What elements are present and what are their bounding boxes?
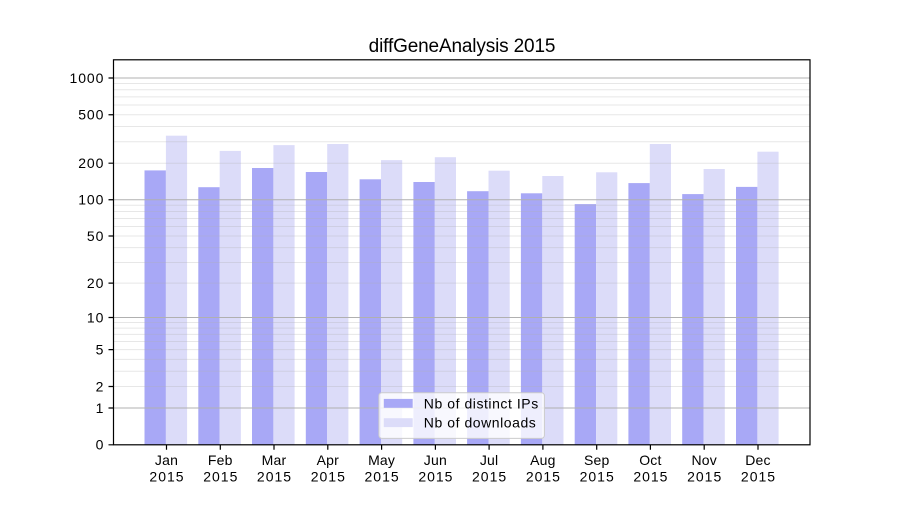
svg-text:Aug: Aug (530, 452, 556, 468)
svg-text:May: May (368, 452, 395, 468)
svg-text:Nb of downloads: Nb of downloads (424, 415, 537, 431)
svg-text:2015: 2015 (311, 468, 346, 484)
svg-text:Jul: Jul (480, 452, 499, 468)
svg-text:20: 20 (87, 275, 104, 291)
svg-text:2015: 2015 (633, 468, 668, 484)
svg-text:50: 50 (87, 228, 104, 244)
svg-text:5: 5 (96, 342, 105, 358)
svg-text:2015: 2015 (257, 468, 292, 484)
svg-text:100: 100 (78, 192, 104, 208)
svg-text:2: 2 (96, 378, 105, 394)
svg-text:2015: 2015 (203, 468, 238, 484)
svg-text:10: 10 (87, 309, 104, 325)
svg-text:2015: 2015 (580, 468, 615, 484)
svg-text:2015: 2015 (149, 468, 184, 484)
svg-text:2015: 2015 (365, 468, 400, 484)
svg-text:Jan: Jan (155, 452, 178, 468)
svg-text:500: 500 (78, 107, 104, 123)
svg-text:Sep: Sep (584, 452, 610, 468)
svg-text:2015: 2015 (741, 468, 776, 484)
svg-text:1000: 1000 (70, 70, 105, 86)
svg-text:1: 1 (96, 400, 105, 416)
svg-text:Mar: Mar (262, 452, 287, 468)
svg-text:diffGeneAnalysis 2015: diffGeneAnalysis 2015 (369, 36, 556, 57)
svg-text:Nov: Nov (691, 452, 717, 468)
svg-text:2015: 2015 (687, 468, 722, 484)
svg-text:Nb of distinct IPs: Nb of distinct IPs (424, 395, 539, 411)
svg-text:Feb: Feb (208, 452, 233, 468)
svg-text:2015: 2015 (472, 468, 507, 484)
svg-text:0: 0 (96, 437, 105, 453)
svg-text:2015: 2015 (418, 468, 453, 484)
svg-text:Dec: Dec (745, 452, 771, 468)
svg-text:2015: 2015 (526, 468, 561, 484)
svg-text:Jun: Jun (424, 452, 447, 468)
svg-text:Oct: Oct (639, 452, 661, 468)
svg-text:200: 200 (78, 155, 104, 171)
svg-text:Apr: Apr (317, 452, 340, 468)
